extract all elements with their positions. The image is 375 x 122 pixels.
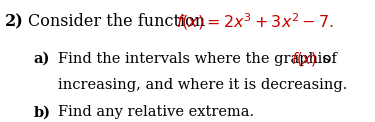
Text: $f(x) = 2x^3 + 3x^2 - 7.$: $f(x) = 2x^3 + 3x^2 - 7.$ — [176, 12, 333, 32]
Text: b): b) — [34, 105, 51, 119]
Text: a): a) — [34, 52, 50, 66]
Text: increasing, and where it is decreasing.: increasing, and where it is decreasing. — [58, 78, 348, 92]
Text: Find the intervals where the graph of: Find the intervals where the graph of — [58, 52, 342, 66]
Text: 2): 2) — [4, 13, 23, 30]
Text: Consider the function: Consider the function — [28, 13, 210, 30]
Text: Find any relative extrema.: Find any relative extrema. — [58, 105, 254, 119]
Text: is: is — [313, 52, 330, 66]
Text: $f(x)$: $f(x)$ — [291, 50, 316, 68]
